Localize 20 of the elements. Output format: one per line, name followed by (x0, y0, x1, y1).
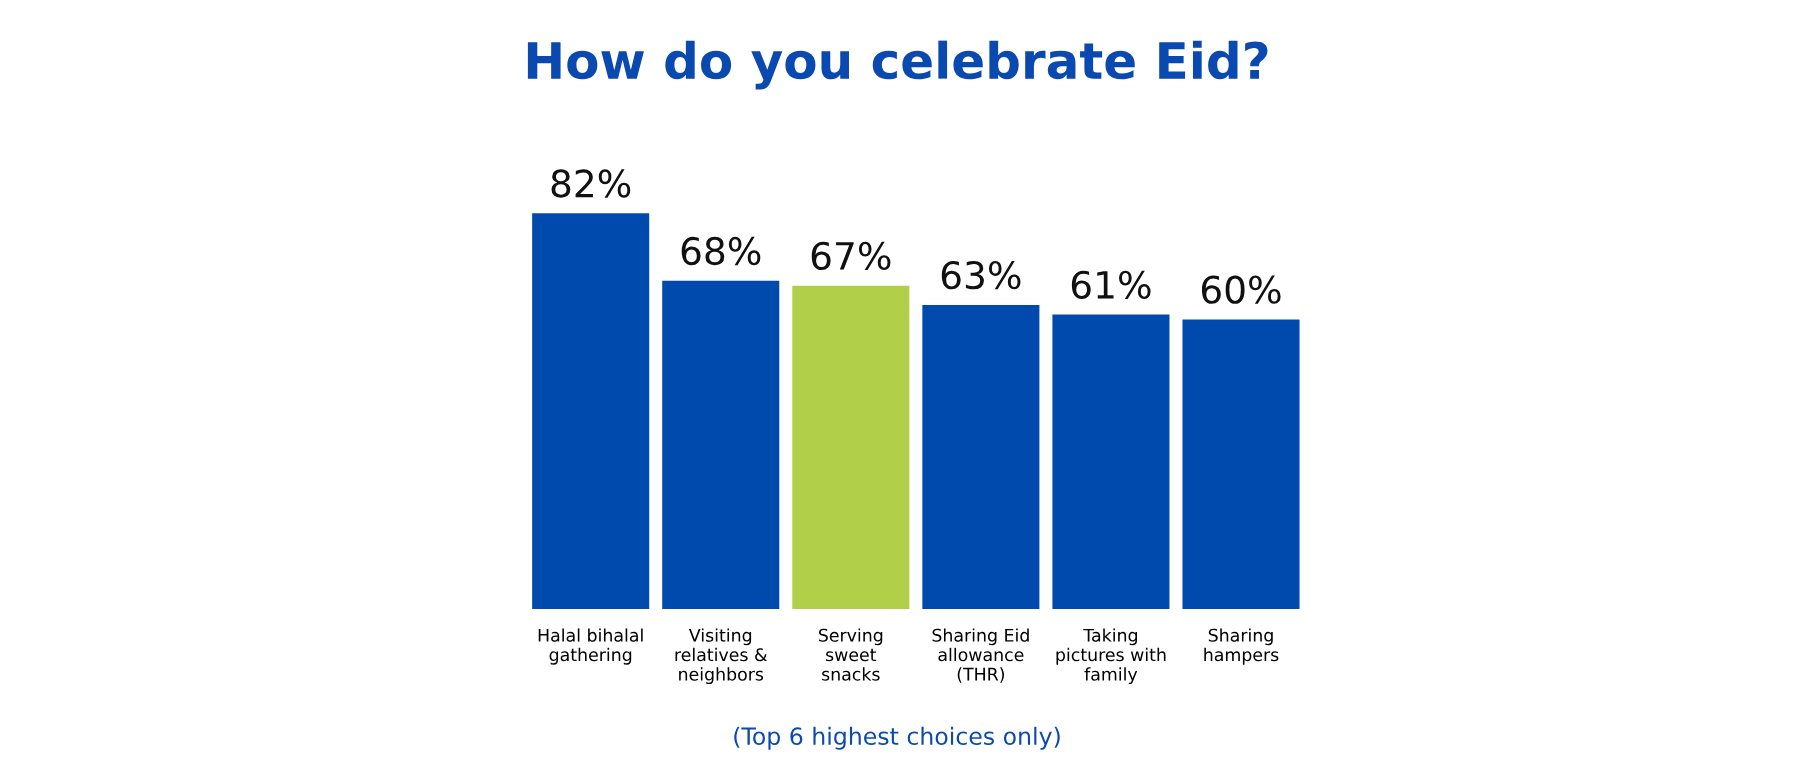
bar (922, 304, 1040, 609)
x-tick-label: Halal bihalal gathering (538, 628, 643, 665)
data-label: 63% (941, 260, 1021, 290)
data-label: 82% (551, 169, 631, 198)
x-tick-label: Sharing hampers (1204, 628, 1279, 665)
bar (662, 280, 780, 609)
data-label: 61% (1071, 270, 1151, 299)
x-tick-label: Sharing Eid allowance (THR) (932, 628, 1029, 683)
chart-title: How do you celebrate Eid? (527, 40, 1268, 90)
data-label: 68% (681, 236, 761, 266)
bar (1052, 314, 1170, 609)
bar (532, 213, 650, 609)
data-label: 67% (811, 241, 891, 271)
bar (1182, 319, 1300, 609)
bar (792, 285, 910, 609)
x-tick-label: Visiting relatives & neighbors (675, 628, 767, 685)
data-label: 60% (1201, 275, 1281, 304)
x-tick-label: Serving sweet snacks (818, 628, 883, 681)
text: (Top 6 highest choices only) (734, 726, 1060, 750)
x-tick-label: Taking pictures with family (1056, 628, 1166, 685)
